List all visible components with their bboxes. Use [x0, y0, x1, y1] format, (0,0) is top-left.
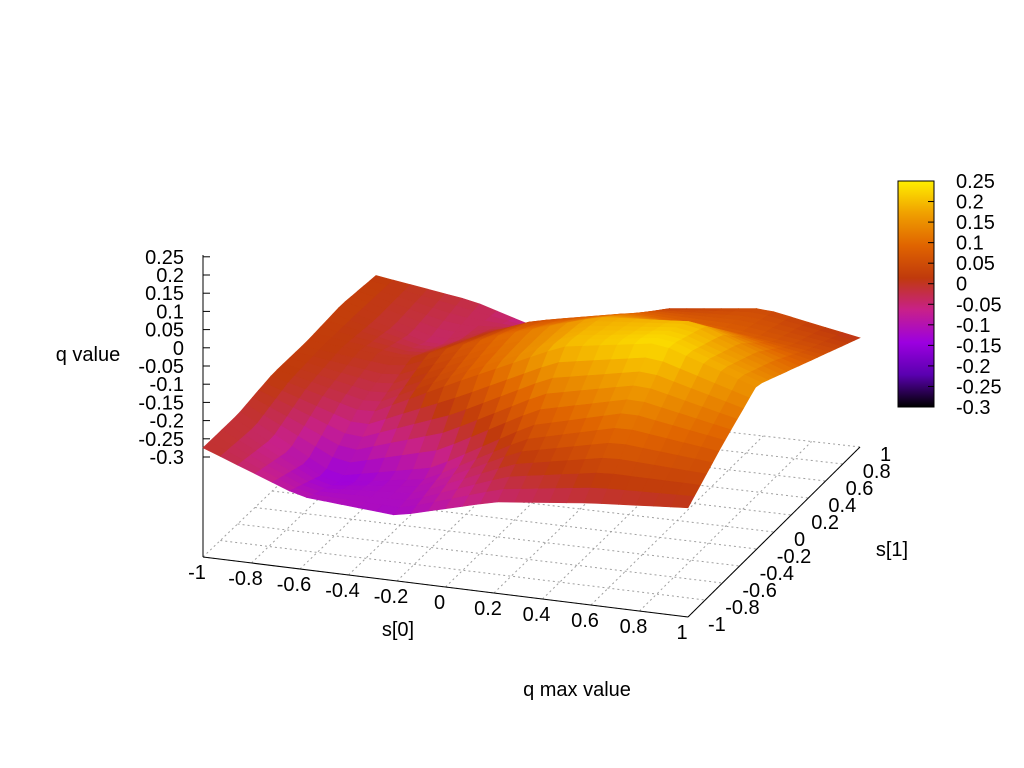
y-tick-label: -0.8 [725, 597, 759, 619]
z-tick-label: -0.1 [150, 374, 184, 396]
z-tick-label: 0 [173, 338, 184, 360]
colorbar-tick-label: 0.25 [956, 171, 995, 193]
colorbar: -0.3-0.25-0.2-0.15-0.1-0.0500.050.10.150… [897, 171, 1002, 419]
y-axis-label: s[1] [876, 539, 908, 561]
colorbar-tick-label: -0.25 [956, 376, 1002, 398]
z-tick-label: 0.1 [156, 301, 184, 323]
grid-line-x [590, 435, 764, 606]
x-tick-label: -0.4 [325, 580, 359, 602]
z-tick-label: 0.2 [156, 265, 184, 287]
colorbar-tick-label: -0.1 [956, 315, 990, 337]
colorbar-ticks: -0.3-0.25-0.2-0.15-0.1-0.0500.050.10.150… [928, 171, 1002, 419]
grid-line-y [237, 523, 723, 584]
y-tick-label: -0.6 [742, 580, 776, 602]
y-tick-label: -0.4 [760, 563, 794, 585]
surface-patch [670, 494, 695, 509]
grid-line-y [254, 507, 740, 567]
x-tick-label: 0.8 [620, 616, 648, 638]
x-tick-label: -0.6 [277, 574, 311, 596]
x-tick-label: 0.4 [523, 604, 551, 626]
z-tick-label: -0.05 [138, 356, 184, 378]
chart-title: q max value [523, 679, 631, 701]
x-tick-label: -0.2 [374, 586, 408, 608]
x-tick-label: 1 [676, 622, 687, 644]
tick-labels: -1 -0.8 -0.6 -0.4 -0.2 0 0.2 0.4 0.6 0.8 1 -1-0.8-0… [138, 247, 891, 644]
z-tick-label: -0.15 [138, 392, 184, 414]
colorbar-tick-label: -0.05 [956, 294, 1002, 316]
colorbar-tick-label: -0.3 [956, 397, 990, 419]
x-axis-line [202, 556, 689, 618]
x-tick-label: 0.2 [474, 598, 502, 620]
surface [202, 275, 861, 516]
grid-line-y [220, 540, 706, 601]
x-tick-label: 0 [434, 592, 445, 614]
y-tick-label: 0.4 [828, 495, 856, 517]
y-tick-label: 0 [794, 529, 805, 551]
x-axis-label: s[0] [382, 619, 414, 641]
colorbar-tick-label: 0 [956, 274, 967, 296]
y-tick-label: -1 [708, 614, 726, 636]
y-tick-label: -0.2 [777, 546, 811, 568]
colorbar-tick-label: 0.2 [956, 192, 984, 214]
z-tick-label: -0.25 [138, 429, 184, 451]
z-tick-label: 0.15 [145, 283, 184, 305]
y-tick-label: 0.8 [863, 461, 891, 483]
y-tick-label: 0.6 [846, 478, 874, 500]
z-tick-label: -0.3 [150, 447, 184, 469]
colorbar-tick-label: 0.15 [956, 212, 995, 234]
grid-line-x [639, 441, 812, 612]
colorbar-tick-label: 0.1 [956, 233, 984, 255]
z-tick-label: 0.05 [145, 320, 184, 342]
x-tick-label: -0.8 [228, 568, 262, 590]
colorbar-tick-label: 0.05 [956, 253, 995, 275]
colorbar-gradient [897, 180, 935, 408]
y-axis-line [687, 446, 861, 618]
colorbar-tick-label: -0.15 [956, 335, 1002, 357]
y-tick-label: 1 [880, 444, 891, 466]
z-axis-label: q value [56, 344, 121, 366]
z-tick-label: -0.2 [150, 411, 184, 433]
colorbar-tick-label: -0.2 [956, 356, 990, 378]
axes [202, 255, 861, 618]
z-tick-label: 0.25 [145, 247, 184, 269]
x-tick-label: 0.6 [571, 610, 599, 632]
x-tick-label: -1 [188, 562, 206, 584]
y-tick-label: 0.2 [811, 512, 839, 534]
